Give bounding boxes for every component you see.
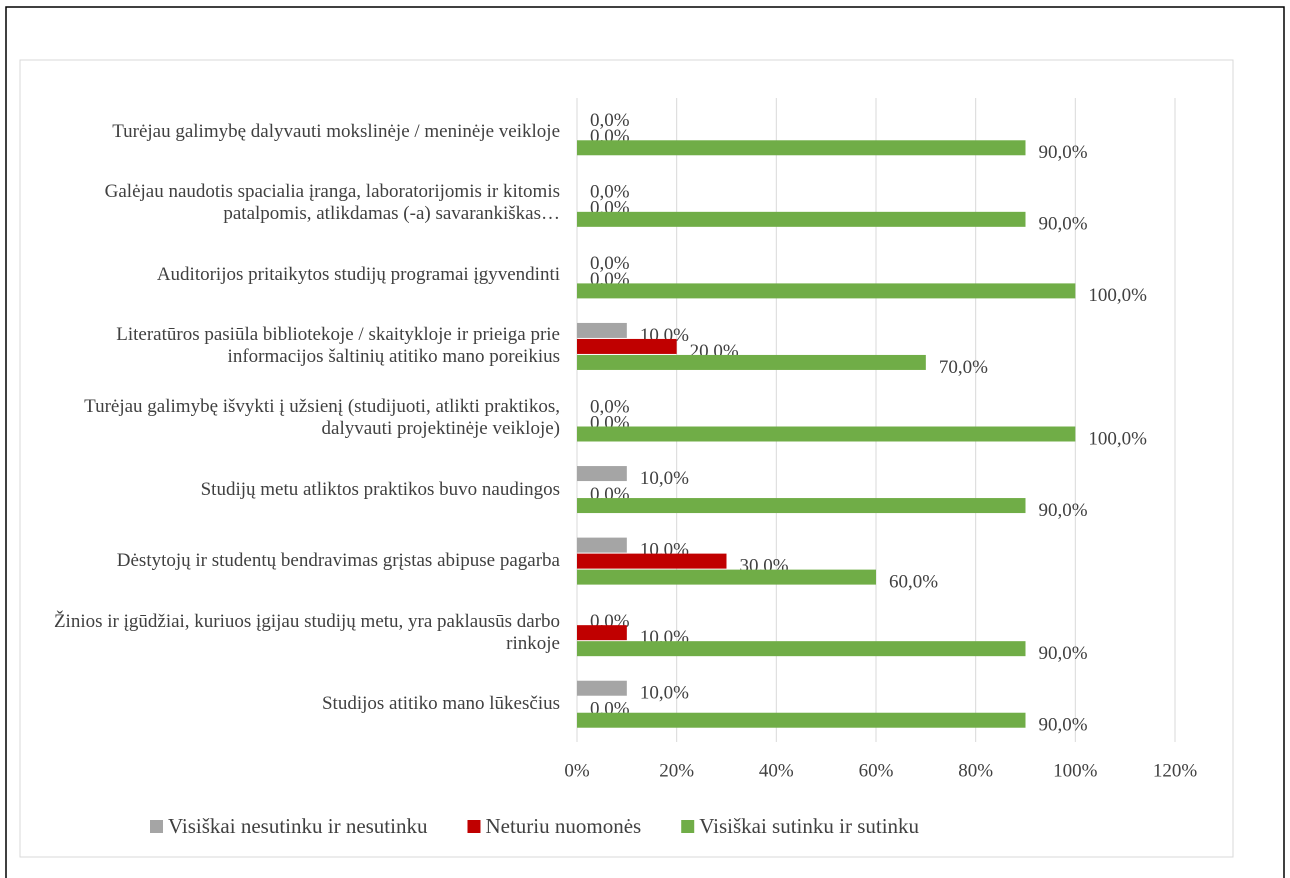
- bar: [577, 569, 876, 585]
- chart-border: [19, 59, 1234, 858]
- bar: [577, 426, 1076, 442]
- value-label: 10,0%: [640, 468, 689, 489]
- category-label: Galėjau naudotis spacialia įranga, labor…: [104, 181, 560, 225]
- bar: [577, 211, 1026, 227]
- value-label: 10,0%: [640, 683, 689, 704]
- bar: [577, 338, 677, 354]
- category-label: Studijos atitiko mano lūkesčius: [321, 693, 560, 715]
- bar: [577, 641, 1026, 657]
- x-tick-label: 60%: [859, 760, 894, 781]
- value-label: 100,0%: [1088, 285, 1147, 306]
- value-label: 0,0%: [590, 110, 630, 131]
- legend-label: Neturiu nuomonės: [485, 814, 641, 838]
- category-label: Turėjau galimybę išvykti į užsienį (stud…: [84, 396, 560, 439]
- bar: [577, 553, 727, 569]
- value-label: 90,0%: [1039, 500, 1088, 521]
- bar: [577, 283, 1076, 299]
- value-label: 0,0%: [590, 396, 630, 417]
- category-label: Turėjau galimybę dalyvauti mokslinėje / …: [112, 120, 560, 142]
- bar: [577, 712, 1026, 728]
- bar: [577, 354, 926, 370]
- category-label: Žinios ir įgūdžiai, kuriuos įgijau studi…: [53, 610, 560, 654]
- value-label: 70,0%: [939, 357, 988, 378]
- value-label: 90,0%: [1039, 715, 1088, 736]
- category-label: Dėstytojų ir studentų bendravimas grįsta…: [116, 550, 560, 572]
- x-tick-label: 120%: [1153, 760, 1198, 781]
- category-label: Auditorijos pritaikytos studijų programa…: [156, 263, 560, 285]
- value-label: 90,0%: [1039, 142, 1088, 163]
- legend-swatch: [467, 820, 481, 833]
- value-label: 0,0%: [590, 182, 630, 203]
- value-label: 90,0%: [1039, 214, 1088, 235]
- value-label: 100,0%: [1088, 428, 1147, 449]
- bar: [577, 537, 627, 553]
- frame: [5, 6, 1285, 878]
- legend-swatch: [681, 820, 695, 833]
- x-tick-label: 80%: [958, 760, 993, 781]
- bar: [577, 140, 1026, 156]
- bar: [577, 498, 1026, 514]
- bar: [577, 680, 627, 696]
- legend-swatch: [150, 820, 163, 833]
- value-label: 90,0%: [1039, 643, 1088, 664]
- bar: [577, 625, 627, 641]
- bar: [577, 322, 627, 338]
- legend-label: Visiškai nesutinku ir nesutinku: [168, 814, 428, 838]
- x-tick-label: 0%: [564, 760, 590, 781]
- legend-label: Visiškai sutinku ir sutinku: [699, 814, 919, 838]
- x-tick-label: 100%: [1053, 760, 1098, 781]
- bar: [577, 466, 627, 482]
- category-label: Studijų metu atliktos praktikos buvo nau…: [200, 478, 560, 500]
- value-label: 0,0%: [590, 253, 630, 274]
- value-label: 60,0%: [889, 571, 938, 592]
- x-tick-label: 20%: [659, 760, 694, 781]
- category-label: Literatūros pasiūla bibliotekoje / skait…: [116, 324, 560, 368]
- x-tick-label: 40%: [759, 760, 794, 781]
